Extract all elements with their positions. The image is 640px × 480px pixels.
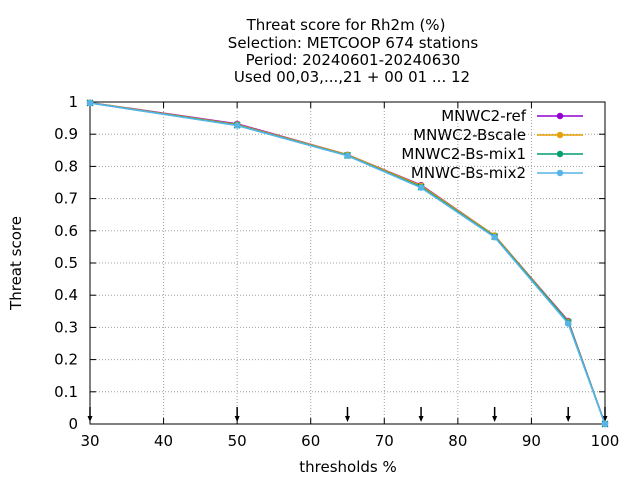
legend: MNWC2-refMNWC2-BscaleMNWC2-Bs-mix1MNWC-B… xyxy=(401,107,583,182)
x-tick-label: 80 xyxy=(448,432,467,450)
legend-label: MNWC2-ref xyxy=(441,107,526,125)
y-tick-label: 0.2 xyxy=(54,351,78,369)
axes xyxy=(89,101,606,425)
y-tick-label: 0 xyxy=(68,415,78,433)
series-line xyxy=(89,102,606,425)
data-point xyxy=(86,99,94,107)
plot-frame xyxy=(89,101,606,425)
legend-label: MNWC-Bs-mix2 xyxy=(411,164,526,182)
data-point xyxy=(491,234,498,241)
legend-marker xyxy=(556,131,564,139)
x-tick-label: 30 xyxy=(80,432,99,450)
threshold-marker-head xyxy=(345,416,350,422)
y-tick-label: 0.9 xyxy=(54,125,78,143)
threshold-marker-head xyxy=(418,416,424,422)
y-tick-label: 1 xyxy=(68,93,78,111)
legend-label: MNWC2-Bs-mix1 xyxy=(401,145,526,163)
legend-marker xyxy=(556,112,564,120)
data-point xyxy=(417,184,425,191)
threshold-marker-head xyxy=(87,416,93,422)
legend-label: MNWC2-Bscale xyxy=(413,126,526,144)
series-lines xyxy=(86,99,609,428)
threshold-markers xyxy=(87,407,608,422)
y-tick-label: 0.6 xyxy=(54,222,78,240)
y-tick-label: 0.5 xyxy=(54,254,78,272)
grid-lines xyxy=(90,102,605,424)
data-point xyxy=(344,152,351,159)
threshold-marker-head xyxy=(234,416,240,422)
series-line xyxy=(89,102,606,425)
x-axis-ticks: 30 40 50 60 70 80 90 100 xyxy=(80,102,619,450)
title-line-1: Threat score for Rh2m (%) xyxy=(246,16,446,34)
title-line-3: Period: 20240601-20240630 xyxy=(246,51,461,69)
y-axis-label: Threat score xyxy=(7,216,25,311)
title-line-4: Used 00,03,...,21 + 00 01 ... 12 xyxy=(234,68,470,86)
threshold-marker-head xyxy=(492,416,498,422)
x-tick-label: 90 xyxy=(522,432,541,450)
title-line-2: Selection: METCOOP 674 stations xyxy=(228,34,479,52)
y-tick-label: 0.3 xyxy=(54,318,78,336)
data-point xyxy=(233,122,241,129)
x-tick-label: 40 xyxy=(154,432,173,450)
y-axis-ticks: 0 0.1 0.2 0.3 0.4 0.5 0.6 0.7 0.8 0.9 1 xyxy=(54,93,605,433)
data-point xyxy=(601,420,609,428)
x-axis-label: thresholds % xyxy=(299,458,396,476)
chart-title: Threat score for Rh2m (%) Selection: MET… xyxy=(228,16,479,86)
threshold-marker-head xyxy=(602,416,608,422)
x-tick-label: 100 xyxy=(591,432,620,450)
x-tick-label: 60 xyxy=(301,432,320,450)
series-line xyxy=(89,101,606,425)
y-tick-label: 0.7 xyxy=(54,190,78,208)
x-tick-label: 70 xyxy=(375,432,394,450)
y-tick-label: 0.8 xyxy=(54,157,78,175)
series-line xyxy=(89,101,606,425)
y-tick-label: 0.1 xyxy=(54,383,78,401)
legend-marker xyxy=(556,169,564,177)
data-point xyxy=(565,320,572,327)
y-tick-label: 0.4 xyxy=(54,286,78,304)
x-tick-label: 50 xyxy=(228,432,247,450)
threshold-marker-head xyxy=(565,416,571,422)
legend-marker xyxy=(556,150,564,158)
